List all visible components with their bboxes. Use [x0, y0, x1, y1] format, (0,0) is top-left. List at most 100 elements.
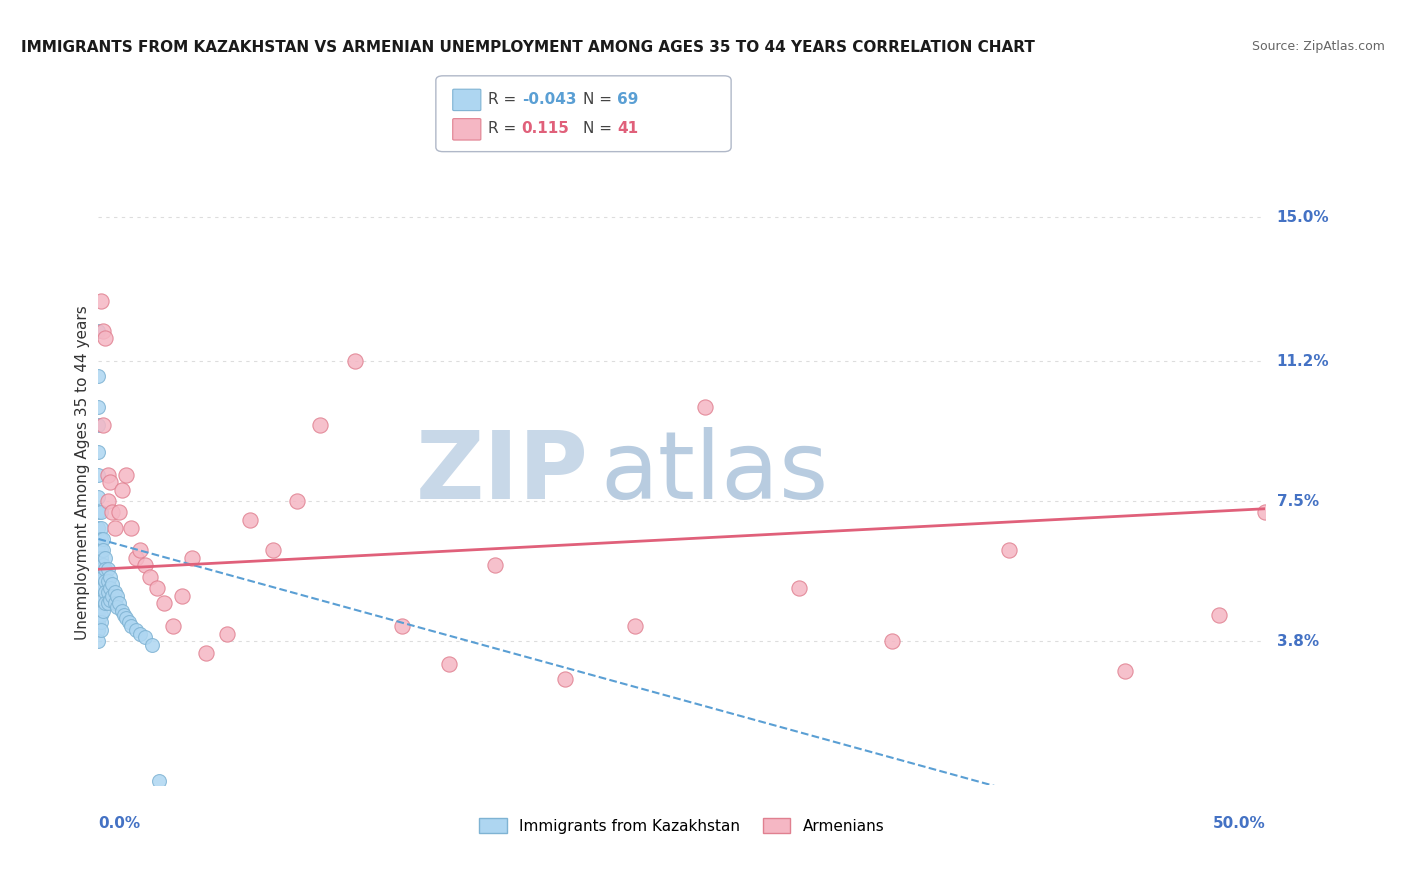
Point [695, 400, 717, 414]
Point [437, 657, 460, 671]
Point [129, 626, 152, 640]
Point [90, 543, 112, 558]
Point [344, 354, 367, 368]
Point [97, 562, 120, 576]
Point [118, 615, 141, 630]
Point [90, 581, 112, 595]
Point [94, 550, 117, 565]
Point [105, 600, 128, 615]
Point [180, 550, 202, 565]
Point [87, 506, 110, 520]
Point [87, 445, 110, 459]
Point [87, 467, 110, 482]
Text: 50.0%: 50.0% [1212, 815, 1265, 830]
Point [172, 589, 194, 603]
Point [285, 494, 308, 508]
Point [90, 615, 112, 630]
Point [111, 483, 134, 497]
Point [91, 418, 114, 433]
Point [91, 604, 114, 618]
Point [880, 634, 903, 648]
Point [134, 558, 156, 573]
Point [87, 540, 110, 554]
Text: 0.115: 0.115 [522, 121, 569, 136]
Point [90, 293, 112, 308]
Point [91, 592, 114, 607]
Point [997, 543, 1019, 558]
Point [108, 506, 131, 520]
Text: Source: ZipAtlas.com: Source: ZipAtlas.com [1251, 40, 1385, 54]
Point [94, 596, 117, 610]
Text: N =: N = [583, 92, 617, 106]
Point [146, 581, 169, 595]
Point [91, 543, 114, 558]
Point [98, 581, 121, 595]
Text: 0.0%: 0.0% [98, 815, 141, 830]
Point [98, 592, 121, 607]
Point [152, 596, 174, 610]
Point [90, 589, 112, 603]
Point [1208, 607, 1230, 622]
Point [87, 418, 110, 433]
Point [262, 543, 284, 558]
Point [90, 600, 112, 615]
Point [105, 589, 128, 603]
Point [194, 646, 217, 660]
Point [97, 494, 120, 508]
Point [1254, 506, 1277, 520]
Point [87, 623, 110, 637]
Point [87, 577, 110, 591]
Point [87, 570, 110, 584]
Point [120, 521, 142, 535]
Point [87, 634, 110, 648]
Point [90, 550, 112, 565]
Point [90, 574, 112, 588]
Text: ZIP: ZIP [416, 426, 589, 519]
Point [90, 623, 112, 637]
Point [98, 570, 121, 584]
Legend: Immigrants from Kazakhstan, Armenians: Immigrants from Kazakhstan, Armenians [474, 812, 890, 839]
Point [787, 581, 810, 595]
Text: 3.8%: 3.8% [1277, 633, 1319, 648]
Point [391, 619, 413, 633]
Point [101, 577, 124, 591]
Point [129, 543, 152, 558]
Text: -0.043: -0.043 [522, 92, 576, 106]
Point [97, 574, 120, 588]
Text: 15.0%: 15.0% [1277, 210, 1329, 225]
Point [309, 418, 332, 433]
Point [1114, 665, 1136, 679]
Y-axis label: Unemployment Among Ages 35 to 44 years: Unemployment Among Ages 35 to 44 years [75, 305, 90, 640]
Point [87, 607, 110, 622]
Text: 11.2%: 11.2% [1277, 353, 1329, 368]
Point [87, 562, 110, 576]
Point [91, 570, 114, 584]
Point [91, 581, 114, 595]
Point [104, 585, 127, 599]
Point [87, 596, 110, 610]
Point [90, 521, 112, 535]
Text: IMMIGRANTS FROM KAZAKHSTAN VS ARMENIAN UNEMPLOYMENT AMONG AGES 35 TO 44 YEARS CO: IMMIGRANTS FROM KAZAKHSTAN VS ARMENIAN U… [21, 40, 1035, 55]
Point [112, 607, 135, 622]
Point [554, 672, 576, 686]
Point [484, 558, 506, 573]
Point [87, 550, 110, 565]
Point [87, 521, 110, 535]
Point [87, 324, 110, 338]
Point [87, 491, 110, 505]
Point [624, 619, 647, 633]
Point [104, 596, 127, 610]
Point [91, 532, 114, 546]
Point [104, 521, 127, 535]
Point [101, 589, 124, 603]
Point [111, 604, 134, 618]
Point [134, 631, 156, 645]
Text: 7.5%: 7.5% [1277, 493, 1319, 508]
Point [148, 774, 170, 789]
Point [97, 596, 120, 610]
Point [101, 506, 124, 520]
Point [97, 585, 120, 599]
Text: 69: 69 [617, 92, 638, 106]
Point [94, 331, 117, 345]
Text: N =: N = [583, 121, 617, 136]
